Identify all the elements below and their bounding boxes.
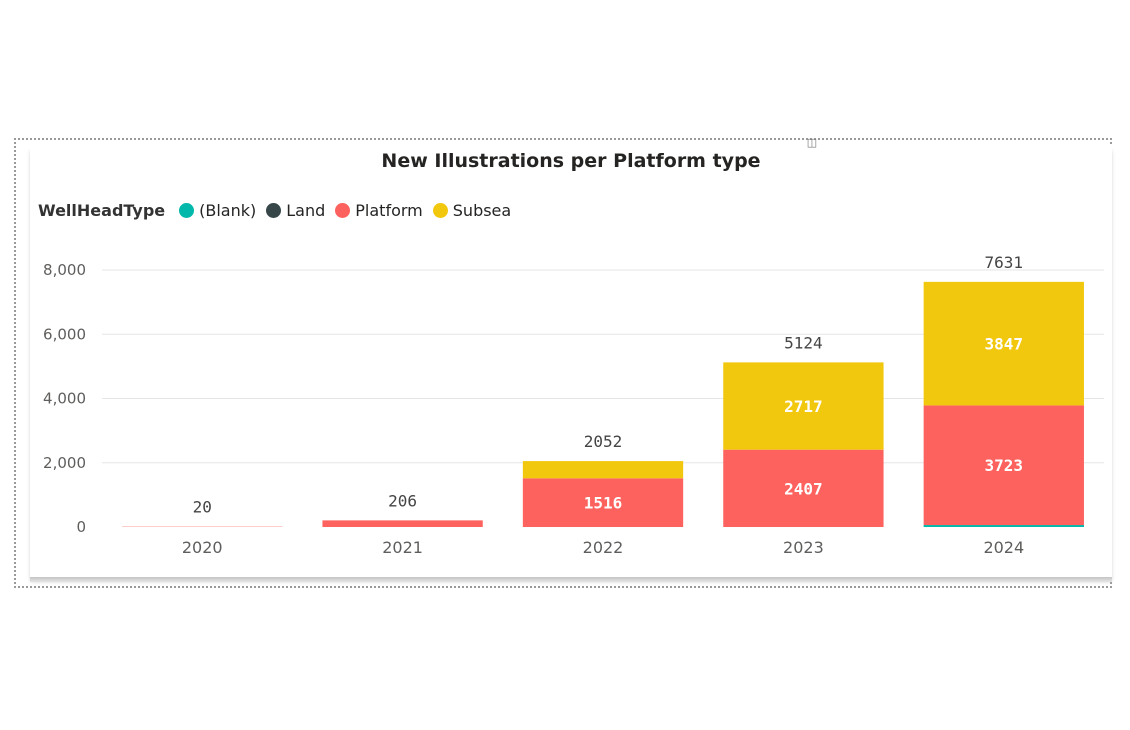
legend-dot-platform: [335, 202, 351, 218]
legend-dot-blank: [179, 202, 195, 218]
total-label-2022: 2052: [584, 432, 623, 451]
legend-item-land[interactable]: Land: [266, 201, 325, 220]
focus-mode-icon[interactable]: ◫: [806, 136, 818, 149]
bar-2024-platform: [923, 405, 1084, 526]
y-tick-label-6000: 6,000: [43, 325, 86, 343]
legend-dot-subsea: [432, 202, 448, 218]
bar-2023-platform: [723, 449, 884, 527]
legend-dot-land: [266, 202, 282, 218]
chart-title: New Illustrations per Platform type: [381, 150, 761, 172]
data-label-2023-subsea: 2717: [784, 397, 823, 416]
x-tick-label-2023: 2023: [783, 538, 824, 557]
data-label-2022-platform: 1516: [584, 494, 623, 513]
legend-label-platform: Platform: [355, 200, 423, 220]
y-tick-label-2000: 2,000: [43, 454, 86, 472]
bar-2023-subsea: [723, 362, 884, 450]
y-tick-label-4000: 4,000: [43, 390, 86, 408]
bar-2021-platform: [322, 520, 483, 527]
y-tick-label-8000: 8,000: [43, 261, 86, 279]
data-label-2023-platform: 2407: [784, 479, 823, 498]
legend-label-land: Land: [286, 200, 326, 220]
legend-title: WellHeadType: [38, 200, 166, 220]
visual-shadow: [30, 577, 1112, 582]
total-label-2024: 7631: [985, 253, 1024, 272]
x-tick-label-2021: 2021: [382, 538, 423, 557]
legend: WellHeadType (Blank) Land Platform Subse…: [38, 199, 521, 221]
x-tick-label-2024: 2024: [983, 538, 1024, 557]
bar-2022-platform: [522, 478, 684, 527]
total-label-2021: 206: [388, 491, 417, 510]
bar-2024-subsea: [923, 281, 1084, 406]
data-label-2024-platform: 3723: [985, 456, 1024, 475]
total-label-2023: 5124: [784, 333, 823, 352]
bar-2022-subsea: [522, 461, 684, 479]
legend-item-platform[interactable]: Platform: [335, 200, 423, 220]
y-tick-label-0: 0: [76, 518, 86, 536]
legend-item-subsea[interactable]: Subsea: [432, 200, 512, 220]
legend-label-blank: (Blank): [199, 200, 257, 220]
bar-2024-blank: [923, 525, 1084, 527]
legend-label-subsea: Subsea: [452, 200, 512, 220]
x-tick-label-2020: 2020: [182, 538, 223, 557]
legend-item-blank[interactable]: (Blank): [179, 201, 256, 220]
bar-2020-platform: [122, 526, 283, 527]
x-tick-label-2022: 2022: [583, 538, 624, 557]
data-label-2024-subsea: 3847: [985, 335, 1024, 354]
total-label-2020: 20: [193, 497, 212, 516]
